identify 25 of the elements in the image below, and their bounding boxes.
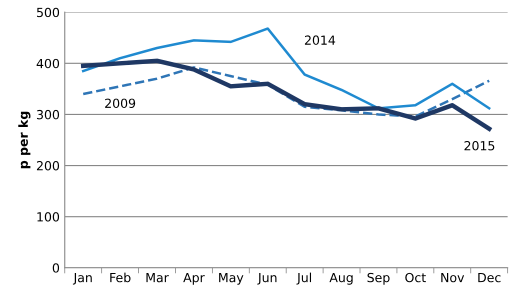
x-tick-label: Mar: [146, 272, 169, 282]
y-tick-label: 0: [52, 263, 60, 273]
x-tick-label: Apr: [183, 272, 205, 285]
x-tick-label: Feb: [110, 272, 130, 282]
series-label: 2015: [464, 140, 494, 150]
y-tick-label: 400: [36, 58, 60, 68]
x-tick-label: Jan: [72, 272, 92, 285]
x-tick-label: Aug: [329, 272, 353, 285]
line-series: [82, 27, 490, 110]
y-tick-label: 500: [36, 8, 60, 18]
y-tick-label: 200: [36, 161, 60, 170]
x-tick-label: Dec: [478, 272, 501, 282]
series-label: 2014: [304, 35, 336, 45]
x-tick-label: Nov: [441, 272, 464, 282]
x-tick-label: Jul: [296, 272, 312, 285]
x-tick-label: Sep: [368, 272, 390, 285]
y-tick-label: 300: [36, 110, 60, 120]
series-label: 2009: [105, 98, 136, 108]
x-tick-label: May: [219, 272, 244, 285]
line-series: [82, 66, 490, 118]
x-tick-label: Jun: [257, 272, 276, 285]
y-axis-title: p per kg: [18, 112, 30, 168]
x-tick-label: Oct: [405, 272, 426, 282]
line-series: [80, 58, 492, 131]
y-tick-label: 100: [37, 212, 60, 222]
